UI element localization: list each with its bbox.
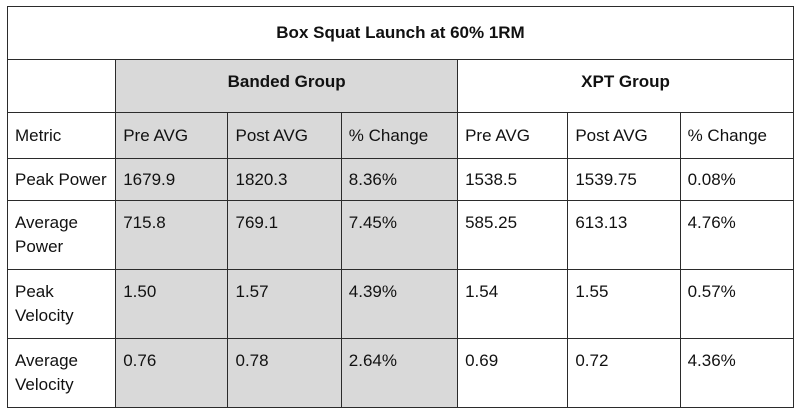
value-cell: 2.64% (340, 338, 459, 408)
group-header-xpt: XPT Group (457, 59, 794, 113)
empty-header-cell (6, 59, 117, 113)
column-header: Post AVG (567, 112, 681, 159)
column-header: Pre AVG (115, 112, 229, 159)
metric-cell: Average Velocity (6, 338, 117, 408)
value-cell: 1.55 (567, 269, 681, 339)
table-title: Box Squat Launch at 60% 1RM (7, 6, 794, 60)
value-cell: 585.25 (457, 200, 569, 270)
column-header: Metric (6, 112, 117, 159)
value-cell: 4.76% (679, 200, 795, 270)
table-row: Peak Power 1679.9 1820.3 8.36% 1538.5 15… (6, 158, 795, 201)
column-header: Pre AVG (457, 112, 569, 159)
value-cell: 7.45% (340, 200, 459, 270)
column-header: % Change (340, 112, 459, 159)
value-cell: 0.72 (567, 338, 681, 408)
metric-cell: Average Power (6, 200, 117, 270)
value-cell: 1.50 (115, 269, 229, 339)
value-cell: 769.1 (227, 200, 342, 270)
value-cell: 715.8 (115, 200, 229, 270)
value-cell: 0.57% (679, 269, 795, 339)
table-row: Average Power 715.8 769.1 7.45% 585.25 6… (6, 200, 795, 270)
value-cell: 1.54 (457, 269, 569, 339)
value-cell: 0.69 (457, 338, 569, 408)
column-header: Post AVG (227, 112, 342, 159)
group-header-banded: Banded Group (115, 59, 459, 113)
results-table: Box Squat Launch at 60% 1RM Banded Group… (6, 6, 795, 408)
table-row: Peak Velocity 1.50 1.57 4.39% 1.54 1.55 … (6, 269, 795, 339)
column-header: % Change (679, 112, 795, 159)
value-cell: 0.76 (115, 338, 229, 408)
value-cell: 4.36% (679, 338, 795, 408)
table-row: Average Velocity 0.76 0.78 2.64% 0.69 0.… (6, 338, 795, 408)
value-cell: 1539.75 (567, 158, 681, 201)
value-cell: 613.13 (567, 200, 681, 270)
value-cell: 1.57 (227, 269, 342, 339)
value-cell: 1820.3 (227, 158, 342, 201)
metric-cell: Peak Velocity (6, 269, 117, 339)
value-cell: 8.36% (340, 158, 459, 201)
column-header-row: Metric Pre AVG Post AVG % Change Pre AVG… (6, 112, 795, 159)
value-cell: 0.78 (227, 338, 342, 408)
value-cell: 1679.9 (115, 158, 229, 201)
value-cell: 4.39% (340, 269, 459, 339)
metric-cell: Peak Power (6, 158, 117, 201)
value-cell: 0.08% (679, 158, 795, 201)
value-cell: 1538.5 (457, 158, 569, 201)
